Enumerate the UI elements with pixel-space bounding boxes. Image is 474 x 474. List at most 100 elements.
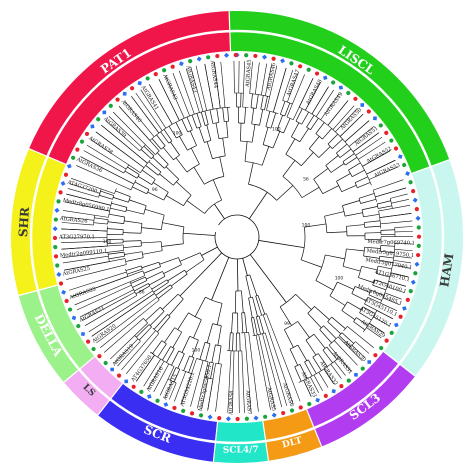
leaf-marker [405, 297, 410, 302]
leaf-label: AtGRAS44 [209, 59, 219, 89]
bootstrap-value: 100 [302, 222, 311, 228]
tree-branches [61, 61, 414, 413]
leaf-marker [56, 272, 62, 278]
leaf-marker [64, 298, 69, 304]
leaf-label: AtGRAS46 [266, 62, 278, 91]
leaf-marker [198, 413, 204, 418]
leaf-marker [410, 279, 416, 285]
leaf-marker [415, 215, 421, 221]
leaf-marker [137, 81, 142, 86]
leaf-marker [289, 408, 295, 413]
subfamily-label-ham: HAM [437, 252, 456, 288]
leaf-marker [153, 72, 158, 77]
leaf-marker [63, 172, 69, 177]
leaf-marker [163, 402, 169, 407]
leaf-marker [52, 226, 58, 232]
leaf-marker [263, 414, 268, 419]
leaf-marker [416, 243, 421, 248]
bootstrap-value: 100 [335, 276, 344, 282]
leaf-marker [315, 397, 320, 403]
leaf-marker [97, 354, 102, 359]
leaf-marker [331, 389, 336, 394]
leaf-marker [66, 163, 72, 169]
leaf-label: Medtr7g069740.1 [367, 239, 415, 247]
leaf-marker [53, 254, 59, 259]
leaf-marker [116, 373, 122, 378]
leaf-marker [131, 384, 136, 389]
leaf-marker [139, 389, 144, 394]
leaf-marker [360, 103, 365, 107]
leaf-marker [54, 207, 60, 213]
leaf-marker [235, 416, 240, 422]
bootstrap-value: 99 [284, 321, 290, 327]
bootstrap-value: 100 [272, 126, 281, 132]
leaf-marker [384, 130, 389, 135]
leaf-marker [223, 52, 230, 58]
leaf-marker [102, 110, 107, 115]
subfamily-label-shr: SHR [16, 206, 32, 238]
leaf-marker [416, 234, 422, 239]
leaf-marker [61, 289, 67, 295]
leaf-marker [331, 80, 336, 85]
leaf-marker [394, 322, 399, 328]
leaf-marker [298, 405, 303, 410]
leaf-marker [253, 53, 258, 59]
leaf-marker [281, 410, 286, 416]
leaf-marker [52, 235, 58, 241]
leaf-marker [55, 263, 60, 268]
leaf-marker [91, 346, 96, 352]
bootstrap-value: 56 [303, 177, 309, 183]
leaf-marker [402, 306, 407, 311]
leaf-label: Medtr2g099110.1 [60, 248, 108, 259]
leaf-marker [181, 408, 186, 413]
leaf-marker [244, 416, 249, 421]
leaf-marker [416, 252, 421, 258]
leaf-marker [90, 124, 95, 129]
subfamily-label-scl4-7: SCL4/7 [223, 445, 259, 456]
leaf-marker [58, 190, 63, 195]
outer-ring-separator [29, 29, 445, 445]
leaf-marker [353, 96, 358, 101]
leaf-marker [384, 338, 389, 343]
leaf-marker [215, 53, 220, 59]
leaf-marker [271, 412, 277, 418]
leaf-marker [367, 360, 372, 364]
leaf-marker [398, 154, 403, 159]
leaf-marker [71, 155, 76, 160]
leaf-marker [314, 71, 320, 76]
leaf-marker [189, 411, 195, 416]
leaf-marker [244, 53, 249, 58]
bootstrap-value: 86 [139, 290, 145, 296]
leaf-marker [373, 116, 377, 121]
leaf-marker [53, 245, 58, 250]
leaf-marker [353, 372, 358, 377]
leaf-label: Medtr5g019750.1 [366, 248, 414, 259]
leaf-marker [411, 189, 416, 194]
leaf-marker [67, 307, 73, 312]
leaf-marker [298, 64, 303, 69]
leaf-marker [373, 353, 378, 358]
leaf-marker [110, 367, 115, 372]
leaf-marker [103, 360, 108, 366]
leaf-label: AtGRAS7 [244, 389, 252, 415]
leaf-marker [306, 67, 311, 72]
leaf-marker [76, 323, 81, 329]
leaf-marker [338, 85, 343, 90]
leaf-marker [217, 416, 222, 421]
leaf-label: AtGRAS5 [265, 386, 276, 412]
leaf-marker [147, 394, 152, 399]
leaf-marker [60, 181, 66, 186]
leaf-marker [339, 383, 344, 389]
leaf-marker [122, 91, 127, 96]
leaf-label: AtGRAS8 [228, 390, 235, 416]
leaf-label: AtGRAS26 [59, 216, 88, 225]
leaf-marker [188, 59, 193, 64]
leaf-marker [53, 217, 58, 222]
leaf-marker [289, 61, 294, 66]
leaf-marker [412, 197, 418, 203]
leaf-marker [262, 54, 268, 60]
bootstrap-value: 100 [173, 131, 182, 137]
leaf-marker [225, 416, 231, 422]
leaf-marker [346, 378, 351, 383]
